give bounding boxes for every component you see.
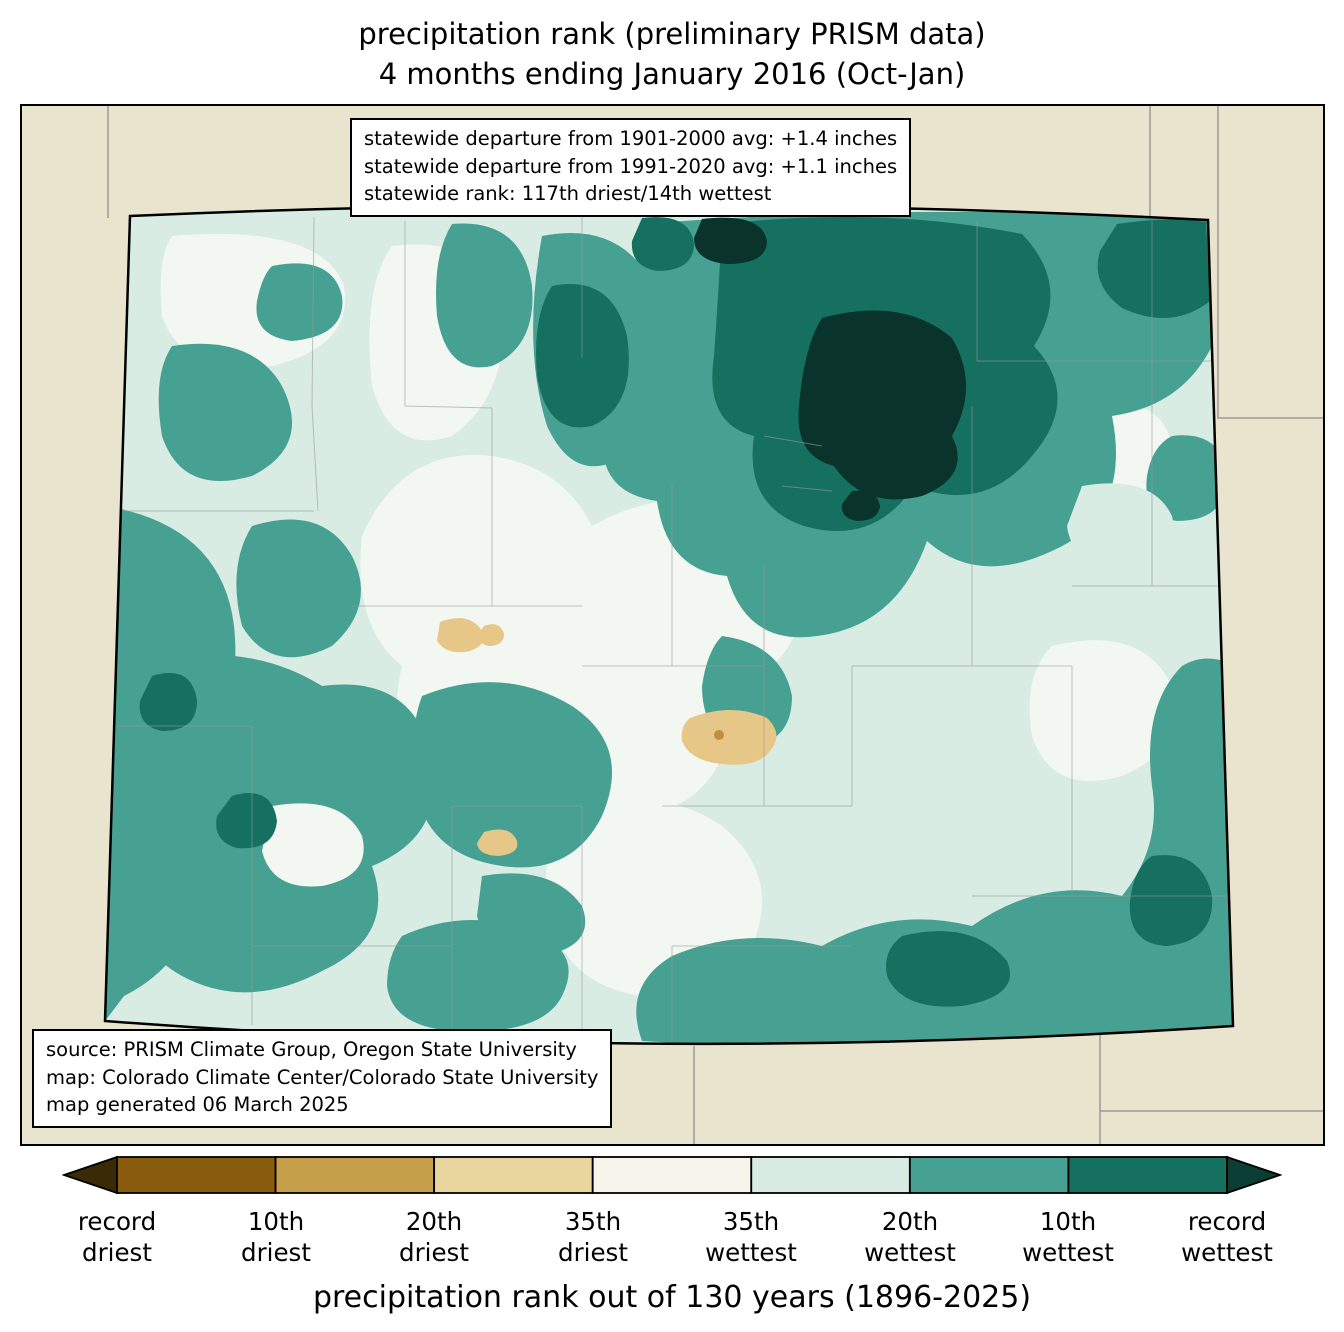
colorbar-segment-3: [591, 1156, 753, 1194]
county-borders: [106, 217, 1233, 1044]
drier-dot: [714, 730, 724, 741]
colorbar-segment-5: [908, 1156, 1070, 1194]
colorbar-label-20th-wettest: 20th wettest: [864, 1207, 956, 1268]
mint-pocket-northeast: [1067, 483, 1174, 567]
stats-line-1: statewide departure from 1901-2000 avg: …: [364, 127, 898, 151]
source-line-3: map generated 06 March 2025: [46, 1093, 349, 1117]
colorbar-segment-0: [116, 1156, 277, 1194]
stats-annotation-box: statewide departure from 1901-2000 avg: …: [350, 118, 912, 218]
colorbar-segment-2: [433, 1156, 594, 1194]
colorbar-label-record-wettest: record wettest: [1181, 1207, 1273, 1268]
title-line-1: precipitation rank (preliminary PRISM da…: [358, 17, 986, 51]
title-line-2: 4 months ending January 2016 (Oct-Jan): [378, 57, 966, 92]
source-annotation-box: source: PRISM Climate Group, Oregon Stat…: [32, 1028, 613, 1129]
colorbar-segment-6: [1067, 1156, 1228, 1194]
colorbar-label-35th-driest: 35th driest: [558, 1207, 628, 1268]
colorbar-label-20th-driest: 20th driest: [399, 1207, 469, 1268]
colorado-precip-map: [22, 106, 1323, 1145]
colorbar-labels: record driest 10th driest 20th driest 35th d…: [62, 1206, 1282, 1274]
colorbar: record driest 10th driest 20th driest 35th d…: [61, 1154, 1283, 1274]
pockets-over-wet: [262, 803, 364, 887]
source-line-2: map: Colorado Climate Center/Colorado St…: [46, 1065, 599, 1089]
colorbar-label-record-driest: record driest: [77, 1207, 157, 1268]
colorbar-label-10th-wettest: 10th wettest: [1022, 1207, 1114, 1268]
wet-areas: [105, 211, 1233, 1044]
colorbar-segment-1: [274, 1156, 436, 1194]
stats-line-2: statewide departure from 1991-2020 avg: …: [364, 154, 898, 178]
colorbar-swatches: [61, 1155, 1283, 1195]
page-title: precipitation rank (preliminary PRISM da…: [0, 0, 1344, 94]
record-wet-areas: [694, 217, 966, 522]
dry-areas: [437, 618, 777, 857]
colorbar-caption: precipitation rank out of 130 years (189…: [312, 1280, 1032, 1316]
colorbar-label-10th-driest: 10th driest: [241, 1207, 311, 1268]
map-frame: statewide departure from 1901-2000 avg: …: [20, 104, 1325, 1147]
colorbar-left-arrow: [61, 1155, 118, 1195]
neighbor-state-borders: [107, 106, 1323, 1145]
source-line-1: source: PRISM Climate Group, Oregon Stat…: [46, 1037, 577, 1061]
colorbar-right-arrow: [1226, 1155, 1283, 1195]
colorbar-segment-4: [750, 1156, 911, 1194]
colorbar-label-35th-wettest: 35th wettest: [705, 1207, 797, 1268]
stats-line-3: statewide rank: 117th driest/14th wettes…: [364, 182, 772, 206]
